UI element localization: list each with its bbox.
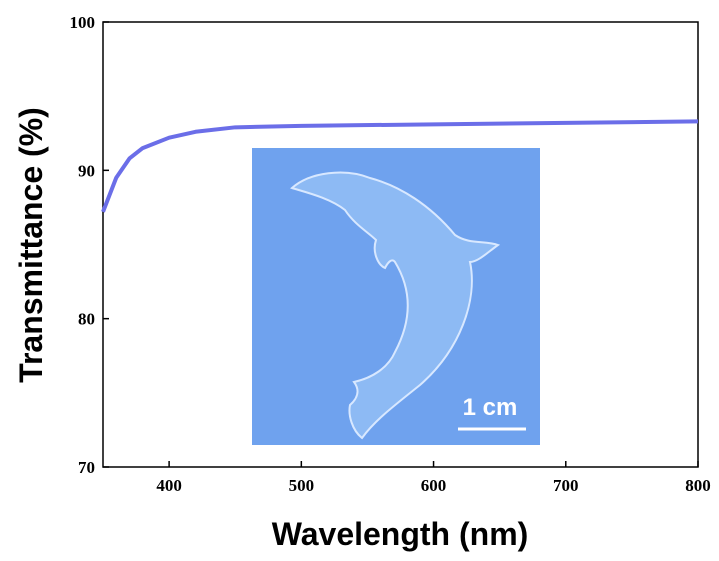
- y-tick-label: 80: [78, 310, 95, 329]
- data-line: [101, 119, 699, 213]
- x-tick-label: 500: [289, 476, 315, 495]
- y-tick-label: 90: [78, 161, 95, 180]
- inset-photo: 1 cm: [252, 148, 540, 445]
- x-tick-label: 600: [421, 476, 447, 495]
- scale-label: 1 cm: [463, 394, 518, 421]
- y-axis-label: Transmittance (%): [13, 107, 49, 383]
- x-axis-label: Wavelength (nm): [272, 516, 529, 552]
- y-tick-label: 70: [78, 458, 95, 477]
- x-tick-label: 400: [156, 476, 182, 495]
- dolphin: [290, 171, 501, 440]
- plot-frame: [102, 21, 699, 468]
- y-tick-label: 100: [70, 13, 96, 32]
- x-tick-label: 700: [553, 476, 579, 495]
- x-tick-label: 800: [685, 476, 711, 495]
